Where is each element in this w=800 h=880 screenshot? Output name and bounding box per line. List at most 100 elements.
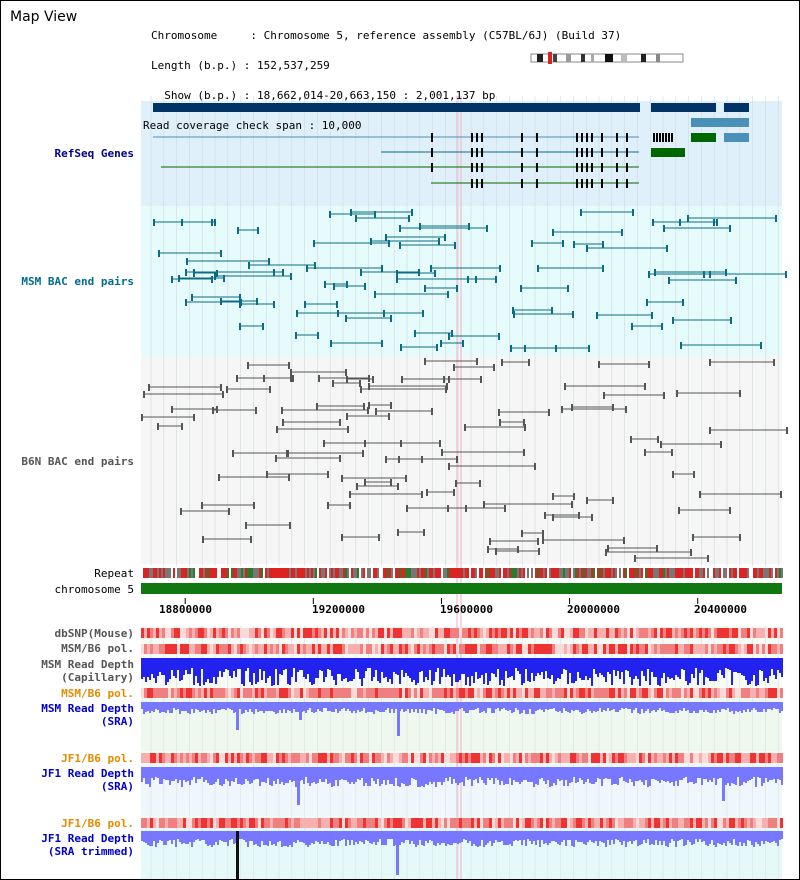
msm-capillary-depth-bar xyxy=(317,658,319,678)
jf1-sra-depth-bar xyxy=(331,767,333,787)
msm-capillary-depth-bar xyxy=(381,658,383,672)
msm-sra-depth-bar xyxy=(677,702,679,713)
jf1-trimmed-depth-bar xyxy=(169,831,171,840)
track-label-b6n-bac[interactable]: B6N BAC end pairs xyxy=(21,455,134,468)
jf1-trimmed-depth-bar xyxy=(577,831,579,842)
repeat-feature xyxy=(257,568,259,578)
jf1-b6-polymorphism-cell xyxy=(321,753,324,763)
repeat-feature xyxy=(563,568,565,578)
msm-capillary-depth-bar xyxy=(173,658,175,676)
dbsnp-density-cell xyxy=(267,628,270,638)
msm-bac-end-pair xyxy=(760,342,762,349)
repeat-feature xyxy=(247,568,249,578)
track-label-dbsnp[interactable]: dbSNP(Mouse) xyxy=(54,627,134,640)
dbsnp-density-cell xyxy=(588,628,591,638)
msm-sra-depth-bar xyxy=(605,702,607,711)
refseq-exon xyxy=(471,148,473,157)
jf1-b6-polymorphism-cell xyxy=(486,753,489,763)
msm-bac-end-pair xyxy=(220,298,222,305)
track-label-msm-read-depth-capillary[interactable]: MSM Read Depth xyxy=(41,658,134,671)
msm-sra-depth-bar xyxy=(255,702,257,709)
repeat-feature xyxy=(601,568,603,578)
msm-b6-polymorphism-cell xyxy=(615,688,618,698)
track-label-chromosome[interactable]: chromosome 5 xyxy=(54,583,134,596)
jf1-b6-polymorphism-cell xyxy=(696,753,699,763)
jf1-sra-depth-bar xyxy=(439,767,441,782)
jf1-b6-polymorphism-cell xyxy=(321,818,324,828)
dbsnp-density-cell xyxy=(540,628,543,638)
track-label-jf1-b6-pol[interactable]: JF1/B6 pol. xyxy=(61,752,134,765)
msm-capillary-depth-bar xyxy=(777,658,779,670)
msm-capillary-depth-bar xyxy=(525,658,527,669)
dbsnp-density-cell xyxy=(300,628,303,638)
repeat-feature xyxy=(347,568,349,578)
track-label-repeat[interactable]: Repeat xyxy=(94,567,134,580)
msm-b6-polymorphism-cell xyxy=(177,644,180,654)
track-label-jf1-read-depth-sra[interactable]: JF1 Read Depth xyxy=(41,767,134,780)
msm-capillary-depth-bar xyxy=(211,658,213,683)
msm-sra-depth-bar xyxy=(613,702,615,709)
msm-sra-depth-bar xyxy=(409,702,411,713)
msm-sra-depth-bar xyxy=(629,702,631,709)
jf1-b6-polymorphism-cell xyxy=(438,818,441,828)
jf1-trimmed-depth-bar xyxy=(513,831,515,841)
jf1-trimmed-depth-bar xyxy=(491,831,493,846)
jf1-b6-polymorphism-cell xyxy=(183,753,186,763)
track-label-refseq-genes[interactable]: RefSeq Genes xyxy=(54,147,134,160)
repeat-feature xyxy=(769,568,771,578)
track-label-jf1-b6-pol-2[interactable]: JF1/B6 pol. xyxy=(61,817,134,830)
repeat-feature xyxy=(687,568,689,578)
repeat-feature xyxy=(475,568,477,578)
jf1-b6-polymorphism-cell xyxy=(288,818,291,828)
jf1-b6-polymorphism-cell xyxy=(471,818,474,828)
track-label-msm-bac[interactable]: MSM BAC end pairs xyxy=(21,275,134,288)
msm-b6-polymorphism-cell xyxy=(519,644,522,654)
dbsnp-density-cell xyxy=(171,628,174,638)
track-label-msm-b6-pol-2[interactable]: MSM/B6 pol. xyxy=(61,687,134,700)
jf1-sra-depth-bar xyxy=(625,767,627,782)
msm-b6-polymorphism-cell xyxy=(717,644,720,654)
msm-b6-polymorphism-cell xyxy=(330,688,333,698)
msm-capillary-depth-bar xyxy=(537,658,539,673)
msm-sra-depth-bar xyxy=(549,702,551,709)
jf1-b6-polymorphism-cell xyxy=(486,818,489,828)
track-label-msm-read-depth-sra[interactable]: MSM Read Depth xyxy=(41,702,134,715)
msm-b6-polymorphism-cell xyxy=(195,644,198,654)
msm-sra-depth-bar xyxy=(503,702,505,708)
jf1-sra-depth-bar xyxy=(141,767,143,782)
dbsnp-density-cell xyxy=(738,628,741,638)
msm-bac-end-pair xyxy=(396,270,398,277)
jf1-b6-polymorphism-cell xyxy=(393,753,396,763)
msm-capillary-depth-bar xyxy=(475,658,477,672)
jf1-sra-depth-bar xyxy=(731,767,733,783)
track-label-jf1-read-depth-trimmed[interactable]: JF1 Read Depth xyxy=(41,832,134,845)
msm-b6-polymorphism-cell xyxy=(270,644,273,654)
msm-b6-polymorphism-cell xyxy=(339,644,342,654)
repeat-feature xyxy=(431,568,433,578)
repeat-feature xyxy=(259,568,261,578)
msm-capillary-depth-bar xyxy=(657,658,659,685)
dbsnp-density-cell xyxy=(732,628,735,638)
dbsnp-density-cell xyxy=(234,628,237,638)
track-label-msm-b6-pol[interactable]: MSM/B6 pol. xyxy=(61,642,134,655)
msm-b6-polymorphism-cell xyxy=(486,644,489,654)
msm-sra-depth-bar xyxy=(751,702,753,710)
msm-b6-polymorphism-cell xyxy=(438,644,441,654)
dbsnp-density-cell xyxy=(531,628,534,638)
jf1-trimmed-depth-bar xyxy=(219,831,221,840)
jf1-sra-depth-bar xyxy=(305,767,307,777)
jf1-sra-depth-bar xyxy=(679,767,681,780)
msm-capillary-depth-bar xyxy=(535,658,537,676)
msm-capillary-depth-bar xyxy=(253,658,255,673)
msm-b6-polymorphism-cell xyxy=(213,644,216,654)
repeat-feature xyxy=(227,568,229,578)
msm-b6-polymorphism-cell xyxy=(753,644,756,654)
msm-capillary-depth-bar xyxy=(175,658,177,678)
msm-sra-depth-bar xyxy=(335,702,337,709)
repeat-feature xyxy=(323,568,325,578)
jf1-b6-polymorphism-cell xyxy=(297,818,300,828)
dbsnp-density-cell xyxy=(657,628,660,638)
msm-bac-end-pair xyxy=(531,240,533,247)
dbsnp-density-cell xyxy=(207,628,210,638)
